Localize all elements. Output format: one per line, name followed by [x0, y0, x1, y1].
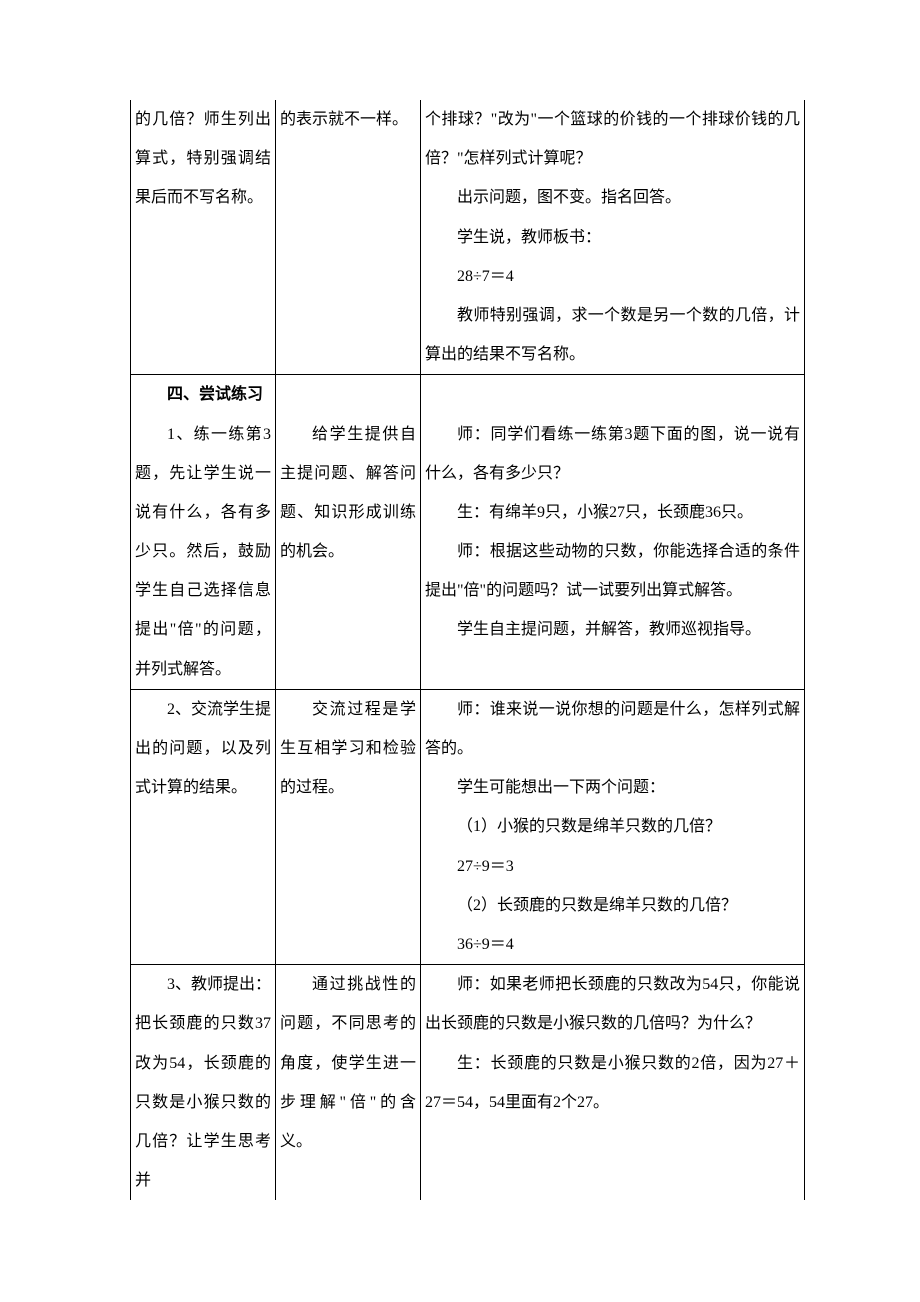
table-cell-col3: 师：如果老师把长颈鹿的只数改为54只，你能说出长颈鹿的只数是小猴只数的几倍吗？为… [421, 965, 805, 1201]
paragraph: 学生可能想出一下两个问题： [425, 768, 800, 807]
table-cell-col2: 给学生提供自主提问题、解答问题、知识形成训练的机会。 [276, 375, 421, 690]
paragraph: 生：长颈鹿的只数是小猴只数的2倍，因为27＋27＝54，54里面有2个27。 [425, 1044, 800, 1122]
paragraph: 36÷9＝4 [425, 925, 800, 964]
table-cell-col3: 个排球？"改为"一个篮球的价钱的一个排球价钱的几倍？"怎样列式计算呢？出示问题，… [421, 100, 805, 375]
table-cell-col3: 师：谁来说一说你想的问题是什么，怎样列式解答的。学生可能想出一下两个问题：（1）… [421, 689, 805, 964]
table-cell-col2: 交流过程是学生互相学习和检验的过程。 [276, 689, 421, 964]
paragraph: 的表示就不一样。 [280, 100, 416, 139]
table-cell-col1: 2、交流学生提出的问题，以及列式计算的结果。 [131, 689, 276, 964]
paragraph: 师：同学们看练一练第3题下面的图，说一说有什么，各有多少只？ [425, 415, 800, 493]
paragraph: 27÷9＝3 [425, 847, 800, 886]
paragraph: 给学生提供自主提问题、解答问题、知识形成训练的机会。 [280, 415, 416, 572]
table-row: 3、教师提出：把长颈鹿的只数37改为54，长颈鹿的只数是小猴只数的几倍？让学生思… [131, 965, 805, 1201]
paragraph: 个排球？"改为"一个篮球的价钱的一个排球价钱的几倍？"怎样列式计算呢？ [425, 100, 800, 178]
paragraph: 交流过程是学生互相学习和检验的过程。 [280, 690, 416, 808]
paragraph: 师：如果老师把长颈鹿的只数改为54只，你能说出长颈鹿的只数是小猴只数的几倍吗？为… [425, 965, 800, 1043]
table-cell-col3: 师：同学们看练一练第3题下面的图，说一说有什么，各有多少只？生：有绵羊9只，小猴… [421, 375, 805, 690]
paragraph: 的几倍？师生列出算式，特别强调结果后而不写名称。 [135, 100, 271, 218]
paragraph [425, 375, 800, 414]
paragraph: 师：谁来说一说你想的问题是什么，怎样列式解答的。 [425, 690, 800, 768]
table-cell-col1: 3、教师提出：把长颈鹿的只数37改为54，长颈鹿的只数是小猴只数的几倍？让学生思… [131, 965, 276, 1201]
paragraph: 28÷7＝4 [425, 257, 800, 296]
table-cell-col2: 通过挑战性的问题，不同思考的角度，使学生进一步理解"倍"的含义。 [276, 965, 421, 1201]
paragraph: 3、教师提出：把长颈鹿的只数37改为54，长颈鹿的只数是小猴只数的几倍？让学生思… [135, 965, 271, 1200]
table-row: 的几倍？师生列出算式，特别强调结果后而不写名称。的表示就不一样。个排球？"改为"… [131, 100, 805, 375]
paragraph: 通过挑战性的问题，不同思考的角度，使学生进一步理解"倍"的含义。 [280, 965, 416, 1161]
paragraph: （2）长颈鹿的只数是绵羊只数的几倍？ [425, 886, 800, 925]
table-row: 四、尝试练习1、练一练第3题，先让学生说一说有什么，各有多少只。然后，鼓励学生自… [131, 375, 805, 690]
paragraph: （1）小猴的只数是绵羊只数的几倍？ [425, 807, 800, 846]
paragraph: 四、尝试练习 [135, 375, 271, 414]
table-cell-col1: 的几倍？师生列出算式，特别强调结果后而不写名称。 [131, 100, 276, 375]
table-cell-col2: 的表示就不一样。 [276, 100, 421, 375]
paragraph: 1、练一练第3题，先让学生说一说有什么，各有多少只。然后，鼓励学生自己选择信息提… [135, 415, 271, 689]
lesson-plan-table: 的几倍？师生列出算式，特别强调结果后而不写名称。的表示就不一样。个排球？"改为"… [130, 100, 805, 1200]
paragraph: 出示问题，图不变。指名回答。 [425, 178, 800, 217]
table-row: 2、交流学生提出的问题，以及列式计算的结果。交流过程是学生互相学习和检验的过程。… [131, 689, 805, 964]
paragraph: 教师特别强调，求一个数是另一个数的几倍，计算出的结果不写名称。 [425, 296, 800, 374]
paragraph: 学生自主提问题，并解答，教师巡视指导。 [425, 610, 800, 649]
paragraph: 2、交流学生提出的问题，以及列式计算的结果。 [135, 690, 271, 808]
paragraph [280, 375, 416, 414]
paragraph: 生：有绵羊9只，小猴27只，长颈鹿36只。 [425, 493, 800, 532]
paragraph: 学生说，教师板书： [425, 218, 800, 257]
paragraph: 师：根据这些动物的只数，你能选择合适的条件提出"倍"的问题吗？试一试要列出算式解… [425, 532, 800, 610]
table-cell-col1: 四、尝试练习1、练一练第3题，先让学生说一说有什么，各有多少只。然后，鼓励学生自… [131, 375, 276, 690]
